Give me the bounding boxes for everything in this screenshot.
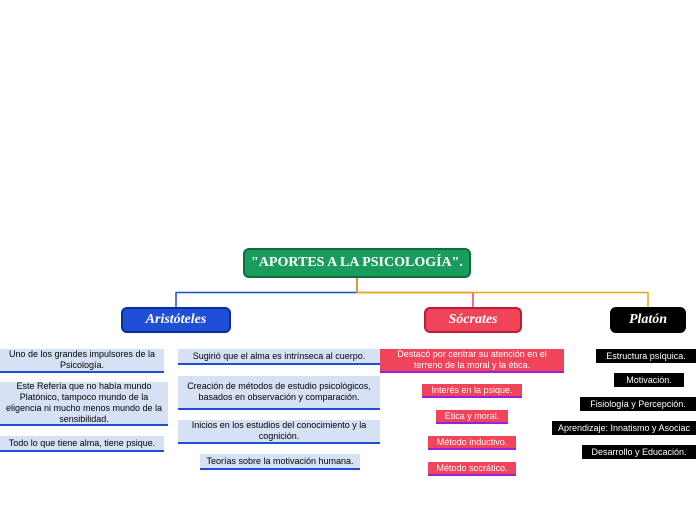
leaf-platon-1: Motivación. xyxy=(614,373,684,387)
leaf-arist-5: Inicios en los estudios del conocimiento… xyxy=(178,420,380,444)
leaf-arist-6: Teorías sobre la motivación humana. xyxy=(200,454,360,470)
branch-socr: Sócrates xyxy=(424,307,522,333)
leaf-socr-2: Etica y moral. xyxy=(436,410,508,424)
leaf-arist-3: Sugirió que el alma es intrínseca al cue… xyxy=(178,349,380,365)
leaf-platon-4: Desarrollo y Educación. xyxy=(582,445,696,459)
leaf-socr-4: Método socrático. xyxy=(428,462,516,476)
leaf-platon-0: Estructura psíquica. xyxy=(596,349,696,363)
leaf-arist-1: Este Refería que no había mundo Platónic… xyxy=(0,382,168,426)
leaf-arist-0: Uno de los grandes impulsores de la Psic… xyxy=(0,349,164,373)
leaf-platon-3: Aprendizaje: Innatismo y Asociac xyxy=(552,421,696,435)
leaf-socr-0: Destacó por centrar su atención en el te… xyxy=(380,349,564,373)
root-node: "APORTES A LA PSICOLOGÍA". xyxy=(243,248,471,278)
leaf-socr-1: Interés en la psique. xyxy=(422,384,522,398)
leaf-arist-4: Creación de métodos de estudio psicológi… xyxy=(178,376,380,410)
leaf-socr-3: Método inductivo. xyxy=(428,436,516,450)
branch-arist: Aristóteles xyxy=(121,307,231,333)
branch-platon: Platón xyxy=(610,307,686,333)
leaf-arist-2: Todo lo que tiene alma, tiene psique. xyxy=(0,436,164,452)
leaf-platon-2: Fisiología y Percepción. xyxy=(580,397,696,411)
